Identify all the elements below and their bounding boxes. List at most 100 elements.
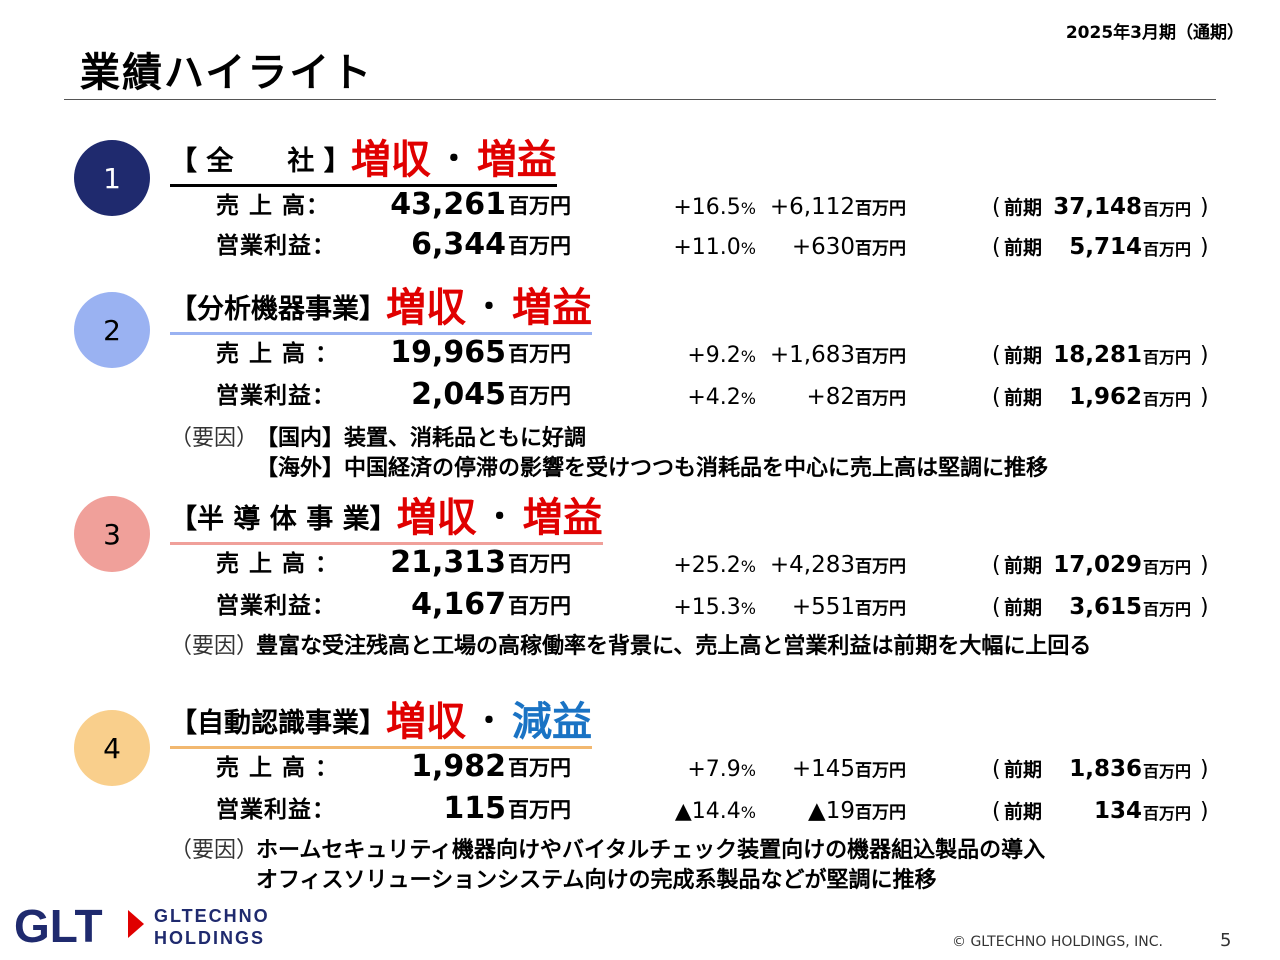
sales-row: 売 上 高 ： 21,313 百万円 +25.2% +4,283百万円 ( 前期… xyxy=(0,544,1280,582)
section-number-badge: 1 xyxy=(74,140,150,216)
company-logo: GLT GLTECHNO HOLDINGS xyxy=(14,900,274,954)
close-paren: ) xyxy=(1200,595,1209,620)
prev-label: 前期 xyxy=(1004,801,1043,823)
prev-value: 17,029 xyxy=(1053,552,1142,578)
operating-profit-row: 営業利益： 115 百万円 ▲14.4% ▲19百万円 ( 前期 134 百万円… xyxy=(0,790,1280,828)
factor-note: （要因） 豊富な受注残高と工場の高稼働率を背景に、売上高と営業利益は前期を大幅に… xyxy=(170,628,1091,660)
row-growth-rate: +4.2% xyxy=(687,385,756,410)
revenue-result: 増収 xyxy=(386,699,466,745)
factor-note: （要因） ホームセキュリティ機器向けやバイタルチェック装置向けの機器組込製品の導… xyxy=(170,832,1045,864)
factor-tag: （要因） xyxy=(170,838,259,863)
row-difference: +82百万円 xyxy=(806,384,906,410)
prev-unit: 百万円 xyxy=(1143,390,1192,409)
close-paren: ) xyxy=(1200,799,1209,824)
close-paren: ) xyxy=(1200,385,1209,410)
factor-note: （要因） 【国内】装置、消耗品ともに好調 xyxy=(170,420,586,452)
section-name: 【分析機器事業】 xyxy=(170,294,386,325)
row-value: 4,167 xyxy=(411,587,506,622)
row-unit: 百万円 xyxy=(508,756,571,780)
row-unit: 百万円 xyxy=(508,342,571,366)
factor-tag: （要因） xyxy=(170,426,259,451)
section-heading: 【半 導 体 事 業】 増収 ・ 増益 xyxy=(170,494,603,545)
profit-result: 増益 xyxy=(522,495,603,541)
row-label: 営業利益： xyxy=(216,797,336,823)
row-label: 営業利益： xyxy=(216,593,336,619)
close-paren: ) xyxy=(1200,343,1209,368)
operating-profit-row: 営業利益： 4,167 百万円 +15.3% +551百万円 ( 前期 3,61… xyxy=(0,586,1280,624)
row-growth-rate: +16.5% xyxy=(673,195,756,220)
factor-line: ホームセキュリティ機器向けやバイタルチェック装置向けの機器組込製品の導入 xyxy=(256,838,1046,863)
row-value: 2,045 xyxy=(411,377,506,412)
factor-line: オフィスソリューションシステム向けの完成系製品などが堅調に推移 xyxy=(256,868,937,893)
prev-unit: 百万円 xyxy=(1143,762,1192,781)
row-value: 21,313 xyxy=(390,545,506,580)
open-paren: ( xyxy=(992,799,1001,824)
close-paren: ) xyxy=(1200,553,1209,578)
row-label: 売 上 高 ： xyxy=(216,755,340,781)
row-unit: 百万円 xyxy=(508,234,571,258)
row-difference: +4,283百万円 xyxy=(769,552,906,578)
factor-line: 【海外】中国経済の停滞の影響を受けつつも消耗品を中心に売上高は堅調に推移 xyxy=(256,456,1049,481)
row-growth-rate: +15.3% xyxy=(673,595,756,620)
row-growth-rate: ▲14.4% xyxy=(674,799,756,824)
row-value: 1,982 xyxy=(411,749,506,784)
close-paren: ) xyxy=(1200,235,1209,260)
logo-line2: HOLDINGS xyxy=(154,928,265,948)
prev-unit: 百万円 xyxy=(1143,348,1192,367)
close-paren: ) xyxy=(1200,757,1209,782)
row-unit: 百万円 xyxy=(508,798,571,822)
section-heading: 【 全 社 】 増収 ・ 増益 xyxy=(170,136,557,187)
section-number-badge: 4 xyxy=(74,710,150,786)
prev-unit: 百万円 xyxy=(1143,200,1192,219)
row-unit: 百万円 xyxy=(508,552,571,576)
profit-result: 減益 xyxy=(512,699,592,745)
section-number-badge: 2 xyxy=(74,292,150,368)
row-difference: +145百万円 xyxy=(791,756,906,782)
row-value: 19,965 xyxy=(390,335,506,370)
logo-line1: GLTECHNO xyxy=(154,906,270,926)
prev-value: 3,615 xyxy=(1069,594,1142,620)
row-growth-rate: +25.2% xyxy=(673,553,756,578)
sales-row: 売 上 高： 43,261 百万円 +16.5% +6,112百万円 ( 前期 … xyxy=(0,186,1280,224)
prev-unit: 百万円 xyxy=(1143,804,1192,823)
section-heading: 【分析機器事業】 増収 ・ 増益 xyxy=(170,284,592,335)
period-label: 2025年3月期（通期） xyxy=(1065,23,1244,43)
row-label: 売 上 高 ： xyxy=(216,551,340,577)
operating-profit-row: 営業利益： 6,344 百万円 +11.0% +630百万円 ( 前期 5,71… xyxy=(0,226,1280,264)
row-value: 115 xyxy=(443,791,506,826)
row-value: 43,261 xyxy=(390,187,506,222)
prev-label: 前期 xyxy=(1004,597,1043,619)
row-unit: 百万円 xyxy=(508,384,571,408)
prev-label: 前期 xyxy=(1004,555,1043,577)
close-paren: ) xyxy=(1200,195,1209,220)
section-name: 【自動認識事業】 xyxy=(170,708,386,739)
row-value: 6,344 xyxy=(411,227,506,262)
row-label: 売 上 高： xyxy=(216,193,331,219)
title-divider xyxy=(64,99,1216,100)
prev-value: 1,836 xyxy=(1069,756,1142,782)
row-difference: +1,683百万円 xyxy=(769,342,906,368)
prev-unit: 百万円 xyxy=(1143,240,1192,259)
open-paren: ( xyxy=(992,235,1001,260)
row-difference: +630百万円 xyxy=(791,234,906,260)
copyright: © GLTECHNO HOLDINGS, INC. xyxy=(952,934,1164,950)
prev-label: 前期 xyxy=(1004,197,1043,219)
open-paren: ( xyxy=(992,385,1001,410)
open-paren: ( xyxy=(992,757,1001,782)
separator-dot: ・ xyxy=(474,704,504,739)
row-difference: ▲19百万円 xyxy=(808,798,906,824)
glt-logo-icon: GLT GLTECHNO HOLDINGS xyxy=(14,900,270,952)
factor-line: 【国内】装置、消耗品ともに好調 xyxy=(256,426,587,451)
row-growth-rate: +11.0% xyxy=(673,235,756,260)
sales-row: 売 上 高 ： 19,965 百万円 +9.2% +1,683百万円 ( 前期 … xyxy=(0,334,1280,372)
row-difference: +6,112百万円 xyxy=(769,194,906,220)
row-label: 売 上 高 ： xyxy=(216,341,340,367)
prev-value: 37,148 xyxy=(1053,194,1142,220)
section-name: 【 全 社 】 xyxy=(170,146,351,177)
page-number: 5 xyxy=(1220,930,1232,951)
row-difference: +551百万円 xyxy=(791,594,906,620)
factor-tag: （要因） xyxy=(170,634,259,659)
revenue-result: 増収 xyxy=(386,285,466,331)
prev-label: 前期 xyxy=(1004,387,1043,409)
section-heading: 【自動認識事業】 増収 ・ 減益 xyxy=(170,698,592,749)
